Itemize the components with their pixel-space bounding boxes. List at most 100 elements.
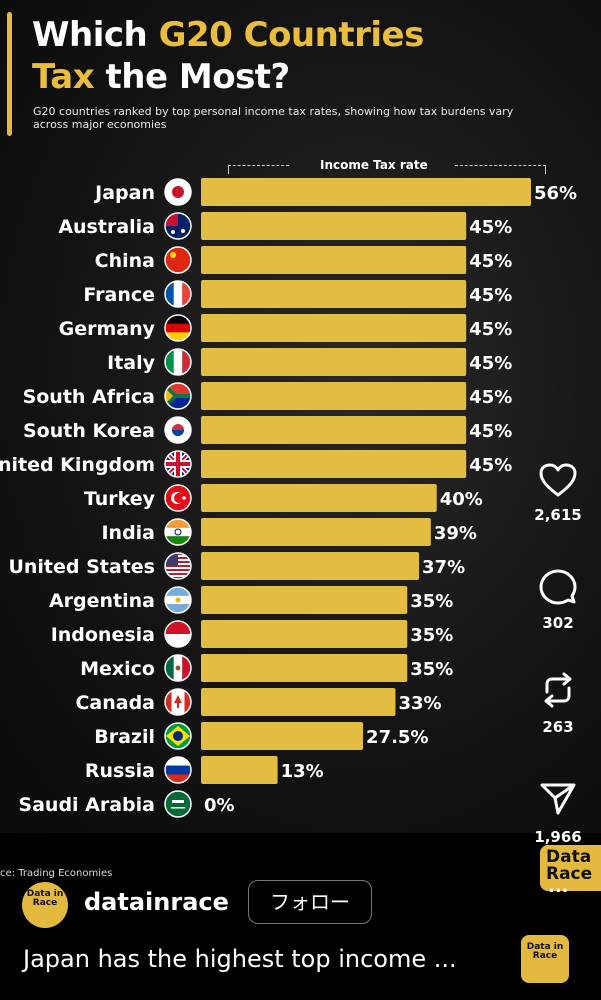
country-label: Brazil [94,726,155,748]
italy-flag-icon [164,348,192,376]
country-label: Turkey [84,488,156,510]
title-accent-bar [7,12,12,136]
axis-title: Income Tax rate [228,158,546,174]
value-label: 56% [534,183,577,204]
country-label: Russia [85,760,155,782]
audio-thumbnail[interactable]: Data in Race [521,935,569,983]
username-link[interactable]: datainrace [84,888,229,916]
repost-icon[interactable] [539,670,577,710]
bar [201,416,467,444]
japan-flag-icon [164,178,192,206]
paper-plane-icon[interactable] [539,780,577,816]
value-label: 45% [469,387,512,408]
bar [201,178,531,206]
comment-bubble-icon[interactable] [539,568,577,606]
value-label: 37% [422,557,465,578]
brazil-flag-icon [164,722,192,750]
germany-flag-icon [164,314,192,342]
value-label: 45% [469,251,512,272]
repost-action[interactable]: 263 [520,670,596,736]
bar [201,586,408,614]
bar [201,450,467,478]
source-note: ce: Trading Economies [0,868,113,879]
bar [201,348,467,376]
country-label: Indonesia [51,624,155,646]
value-label: 45% [469,285,512,306]
watermark-logo: Data Race [540,845,601,891]
country-label: Saudi Arabia [18,794,155,816]
title-part-1: Which [32,15,159,55]
country-label: Japan [93,182,155,204]
share-count: 1,966 [534,828,582,846]
bar [201,314,467,342]
bar [201,620,408,648]
country-label: United States [8,556,155,578]
more-dots-icon[interactable]: ... [548,876,569,897]
value-label: 40% [440,489,483,510]
australia-flag-icon [164,212,192,240]
value-label: 13% [281,761,324,782]
country-label: Germany [59,318,156,340]
argentina-flag-icon [164,586,192,614]
chart-title: Which G20 Countries Tax the Most? [32,14,424,98]
country-label: France [83,284,155,306]
value-label: 35% [410,659,453,680]
title-part-2: G20 Countries [158,15,425,55]
bar [201,518,431,546]
south-korea-flag-icon [164,416,192,444]
value-label: 45% [469,353,512,374]
united-kingdom-flag-icon [164,450,192,478]
canada-flag-icon [164,688,192,716]
share-action[interactable]: 1,966 [520,780,596,846]
value-label: 45% [469,217,512,238]
country-label: China [95,250,155,272]
value-label: 35% [410,591,453,612]
bar-chart: Japan 56% Australia 45% China 45% France 45% Ger… [0,178,577,818]
follow-button[interactable]: フォロー [248,880,372,924]
turkey-flag-icon [164,484,192,512]
account-avatar[interactable]: Data in Race [22,882,68,928]
saudi-arabia-flag-icon [164,790,192,818]
country-label: Australia [58,216,155,238]
value-label: 35% [410,625,453,646]
repost-count: 263 [542,718,574,736]
bar [201,484,437,512]
heart-icon[interactable] [538,462,578,498]
title-part-4: the Most? [94,57,291,97]
bar [201,212,467,240]
chart-subtitle: G20 countries ranked by top personal inc… [33,105,514,131]
value-label: 45% [469,319,512,340]
country-label: Canada [75,692,155,714]
country-label: India [101,522,155,544]
country-label: Mexico [80,658,155,680]
country-label: Italy [107,352,155,374]
value-label: 0% [204,795,235,816]
bar [201,280,467,308]
bar [201,688,396,716]
value-label: 33% [398,693,441,714]
value-label: 39% [434,523,477,544]
france-flag-icon [164,280,192,308]
axis-bracket-left [228,165,289,174]
bar [201,756,278,784]
comment-count: 302 [542,614,574,632]
comment-action[interactable]: 302 [520,568,596,632]
like-count: 2,615 [534,506,582,524]
bar [201,246,467,274]
axis-bracket-right [455,165,546,174]
country-label: nited Kingdom [0,454,155,476]
country-label: South Korea [23,420,155,442]
mexico-flag-icon [164,654,192,682]
united-states-flag-icon [164,552,192,580]
post-media[interactable]: Which G20 Countries Tax the Most? G20 cou… [0,0,601,833]
indonesia-flag-icon [164,620,192,648]
axis-title-text: Income Tax rate [320,158,428,172]
country-label: South Africa [23,386,155,408]
country-label: Argentina [49,590,155,612]
bar [201,722,364,750]
title-part-3: Tax [32,57,95,97]
bar [201,654,408,682]
post-caption[interactable]: Japan has the highest top income ... [23,945,457,973]
bar [201,382,467,410]
like-action[interactable]: 2,615 [520,462,596,524]
